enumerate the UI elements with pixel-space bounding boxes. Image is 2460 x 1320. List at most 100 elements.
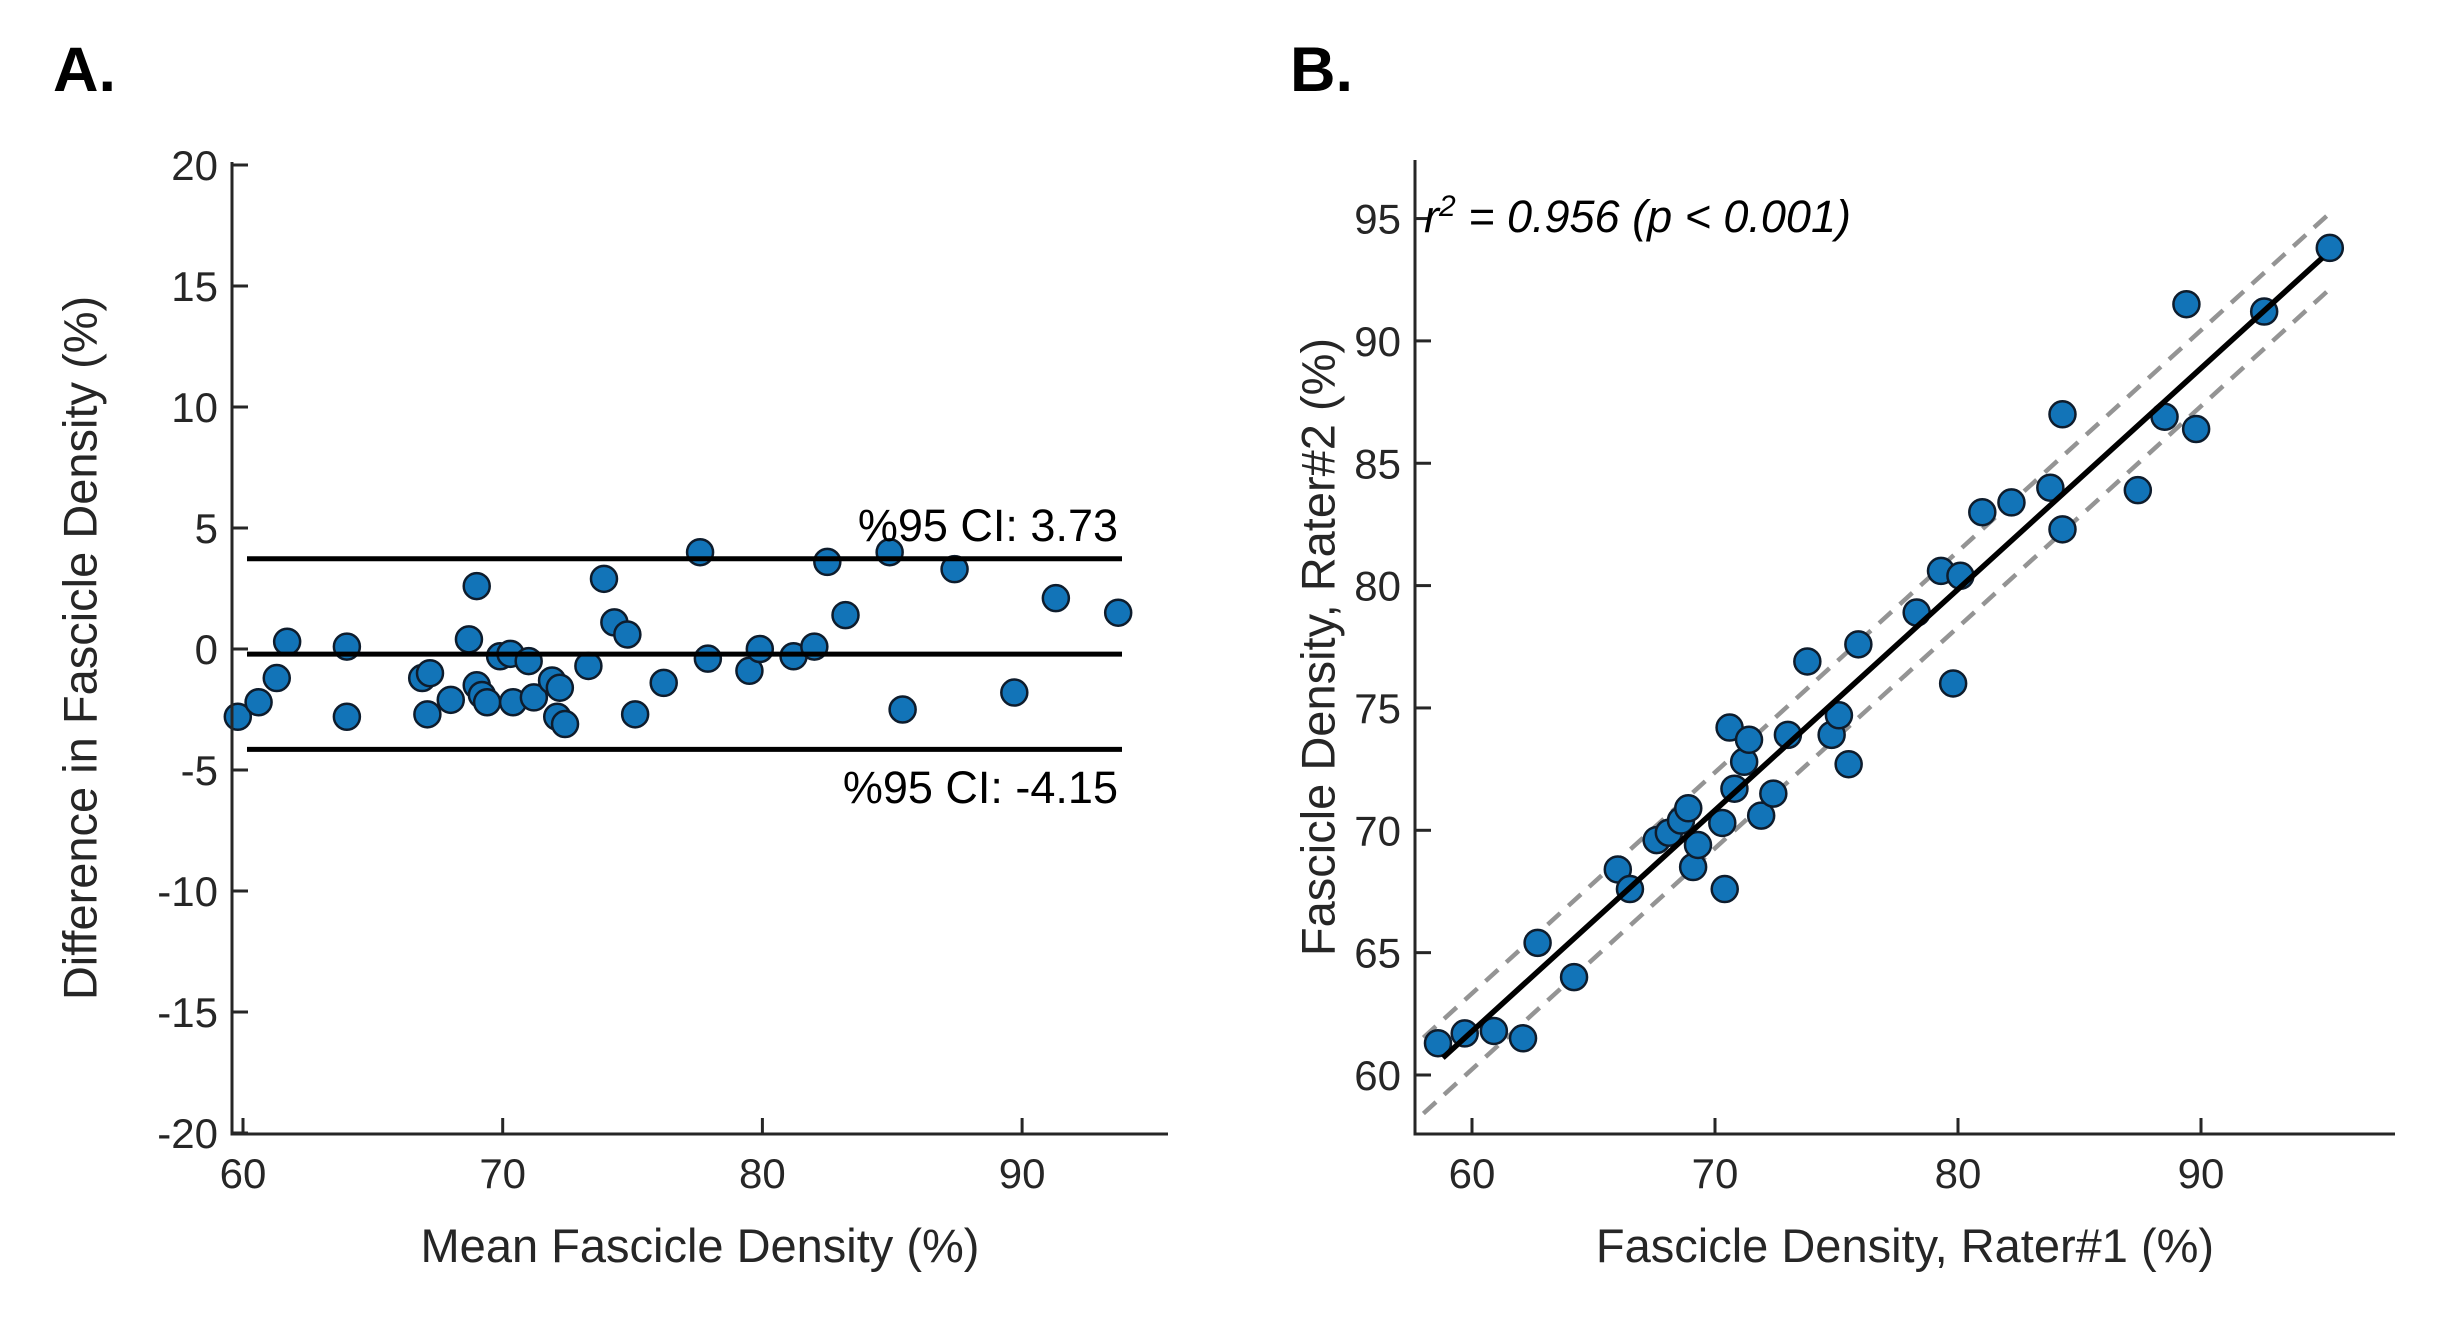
data-point xyxy=(1103,598,1133,627)
data-point xyxy=(262,663,292,693)
y-axis-tick-label: 70 xyxy=(1354,807,1401,854)
data-point xyxy=(1708,808,1737,838)
data-point xyxy=(1508,1024,1538,1053)
data-point xyxy=(1450,1019,1479,1048)
r-squared-annotation: r2 = 0.956 (p < 0.001) xyxy=(1424,190,1851,243)
data-point xyxy=(1834,749,1863,779)
y-axis-tick-label: 5 xyxy=(195,505,218,552)
lower-loa-annotation: %95 CI: -4.15 xyxy=(842,762,1118,813)
data-point xyxy=(831,600,860,630)
data-point xyxy=(1479,1016,1509,1046)
data-point xyxy=(436,685,466,715)
y-axis-tick-label: 95 xyxy=(1354,196,1401,243)
lower-confidence-dashed-line xyxy=(1421,287,2332,1116)
data-point xyxy=(545,673,575,702)
upper-loa-annotation: %95 CI: 3.73 xyxy=(857,500,1118,551)
data-point xyxy=(1423,1028,1453,1058)
data-point xyxy=(272,627,302,656)
panel-a-letter: A. xyxy=(53,35,116,105)
data-point xyxy=(649,668,678,698)
y-axis-tick-label: -10 xyxy=(157,868,218,915)
r-squared-base: r xyxy=(1424,191,1439,242)
data-point xyxy=(685,537,715,567)
y-axis-tick-label: 75 xyxy=(1354,685,1401,732)
data-point xyxy=(2123,475,2153,505)
data-point xyxy=(1734,725,1764,755)
data-point xyxy=(2315,233,2345,263)
y-axis-tick-label: -5 xyxy=(181,747,218,794)
data-point xyxy=(1523,928,1552,958)
data-point xyxy=(574,651,603,681)
data-point xyxy=(1997,488,2026,517)
data-point xyxy=(1559,962,1589,992)
scatter-series xyxy=(1423,233,2345,1058)
panel-b-x-axis-title: Fascicle Density, Rater#1 (%) xyxy=(1595,1219,2215,1272)
panel-a: 60 70 80 90 20 15 10 5 0 -5 -10 -15 -20 xyxy=(157,142,1168,1197)
panel-a-x-axis-title: Mean Fascicle Density (%) xyxy=(420,1219,980,1272)
data-point xyxy=(2181,414,2211,444)
data-point xyxy=(1000,678,1029,707)
upper-confidence-dashed-line xyxy=(1421,211,2332,1040)
data-point xyxy=(2048,400,2077,429)
data-point xyxy=(888,695,917,724)
data-point xyxy=(244,687,273,717)
panel-b-letter: B. xyxy=(1290,35,1353,105)
data-point xyxy=(1674,794,1703,823)
data-point xyxy=(519,683,549,712)
panel-b: 60 70 80 90 95 90 85 80 75 70 65 60 xyxy=(1354,160,2395,1197)
data-point xyxy=(550,709,580,739)
x-axis-tick-label: 60 xyxy=(220,1150,267,1197)
data-point xyxy=(2172,289,2201,319)
r-squared-value: = 0.956 (p < 0.001) xyxy=(1455,191,1851,242)
data-point xyxy=(1683,830,1713,860)
y-axis-tick-label: 10 xyxy=(171,384,218,431)
data-point xyxy=(1746,801,1776,830)
panel-b-y-axis-title: Fascicle Density, Rater#2 (%) xyxy=(1291,337,1345,957)
data-point xyxy=(472,687,502,717)
data-point xyxy=(940,554,969,584)
y-axis-tick-label: 15 xyxy=(171,263,218,310)
data-point xyxy=(1793,647,1822,676)
x-axis-tick-label: 70 xyxy=(479,1150,526,1197)
y-axis-tick-label: 0 xyxy=(195,626,218,673)
data-point xyxy=(1041,583,1071,613)
y-axis-tick-label: 20 xyxy=(171,142,218,189)
y-axis-tick-label: 85 xyxy=(1354,440,1401,487)
x-axis-tick-label: 90 xyxy=(999,1150,1046,1197)
data-point xyxy=(1759,779,1788,808)
x-axis-tick-label: 90 xyxy=(2178,1150,2225,1197)
data-point xyxy=(332,702,362,732)
data-point xyxy=(1824,701,1854,730)
data-point xyxy=(454,625,484,654)
data-point xyxy=(415,658,445,688)
y-axis-tick-label: 80 xyxy=(1354,563,1401,610)
x-axis-tick-label: 80 xyxy=(739,1150,786,1197)
data-point xyxy=(2036,473,2065,502)
y-axis-tick-label: 60 xyxy=(1354,1052,1401,1099)
data-point xyxy=(693,644,723,673)
x-axis-tick-label: 70 xyxy=(1692,1150,1739,1197)
y-axis-tick-label: -15 xyxy=(157,989,218,1036)
y-axis-tick-label: -20 xyxy=(157,1110,218,1157)
data-point xyxy=(620,700,650,729)
regression-line xyxy=(1440,255,2325,1060)
y-axis-tick-label: 90 xyxy=(1354,318,1401,365)
data-point xyxy=(1710,874,1739,904)
x-axis-tick-label: 60 xyxy=(1449,1150,1496,1197)
data-point xyxy=(745,634,775,664)
data-point xyxy=(1938,669,1968,698)
data-point xyxy=(2048,515,2077,544)
x-axis-tick-label: 80 xyxy=(1935,1150,1982,1197)
data-point xyxy=(413,700,442,729)
y-axis-tick-label: 65 xyxy=(1354,930,1401,977)
data-point xyxy=(462,571,491,601)
data-point xyxy=(1844,630,1873,659)
scatter-series xyxy=(223,537,1133,739)
r-squared-exponent: 2 xyxy=(1439,190,1456,223)
panel-a-y-axis-title: Difference in Fascicle Density (%) xyxy=(53,295,107,1001)
data-point xyxy=(613,620,642,649)
data-point xyxy=(1968,497,1997,527)
data-point xyxy=(813,547,842,577)
